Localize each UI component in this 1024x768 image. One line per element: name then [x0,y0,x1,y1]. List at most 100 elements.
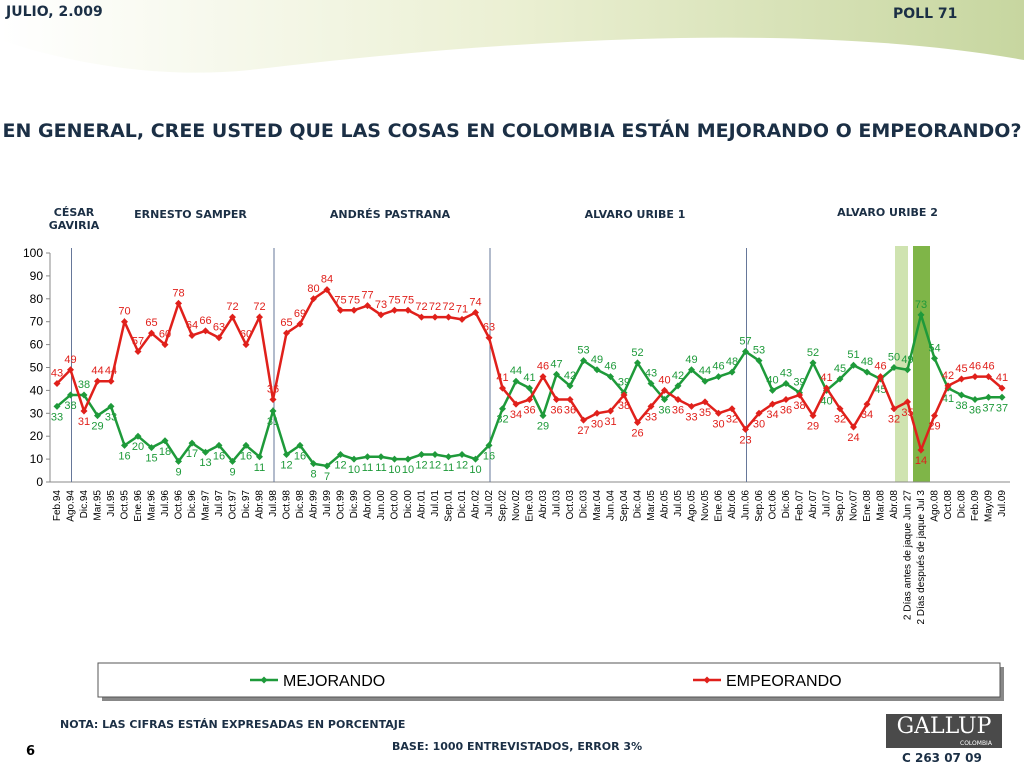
marker [985,373,992,381]
marker [404,306,412,314]
marker [553,370,560,378]
x-tick-label: Mar.04 [592,490,603,521]
marker [94,412,101,420]
data-label: 11 [254,462,265,474]
marker [715,409,722,417]
data-label: 49 [591,354,603,366]
data-label: 63 [213,322,225,334]
data-label: 9 [175,466,181,478]
data-label: 46 [604,361,616,373]
marker [350,306,358,314]
marker [377,453,385,461]
marker [242,341,250,349]
marker [404,455,412,463]
data-label: 29 [91,421,103,433]
data-label: 71 [456,303,468,315]
data-label: 12 [280,460,292,472]
marker [134,432,142,440]
data-label: 10 [402,464,414,476]
data-label: 24 [847,432,859,444]
marker [53,402,61,410]
data-label: 65 [145,317,157,329]
x-tick-label: Oct.97 [228,490,239,520]
x-tick-label: Feb.07 [795,490,806,522]
data-label: 41 [942,393,954,405]
data-label: 60 [159,329,171,341]
marker [175,457,182,465]
data-label: 46 [982,361,994,373]
data-label: 43 [51,368,63,380]
marker [782,380,790,388]
marker [890,364,898,371]
data-label: 72 [442,301,454,313]
legend-label: EMPEORANDO [726,673,842,690]
marker [269,407,277,415]
marker [728,405,736,413]
data-label: 34 [766,409,778,421]
data-label: 60 [240,329,252,341]
marker [512,400,520,408]
x-tick-label: Ene.08 [862,490,873,522]
data-label: 38 [955,400,967,412]
marker [418,451,425,459]
x-tick-label: Nov.07 [849,490,860,521]
y-tick-label: 60 [30,338,44,352]
logo: GALLUP [896,714,992,739]
x-tick-label: Abr.00 [363,490,374,519]
x-tick-label: Abr.07 [808,490,819,519]
marker [661,386,668,394]
marker [296,441,304,449]
data-label: 40 [820,395,832,407]
y-tick-label: 100 [23,246,43,260]
data-label: 13 [199,457,211,469]
marker [742,347,749,355]
highlight-band [895,246,908,482]
legend-label: MEJORANDO [283,673,385,690]
marker [161,341,169,349]
x-tick-label: Mar.95 [93,490,104,521]
data-label: 48 [726,356,738,368]
x-tick-label: Jun.06 [741,490,752,520]
x-tick-label: Dic.96 [187,490,198,519]
code: C 263 07 09 [902,751,982,765]
data-label: 23 [739,434,751,446]
x-tick-label: Jul.05 [673,490,684,517]
data-label: 31 [267,416,279,428]
marker [485,334,493,342]
data-label: 36 [672,405,684,417]
data-label: 73 [375,299,387,311]
marker [67,366,74,374]
data-label: 53 [577,345,589,357]
y-tick-label: 20 [30,429,44,443]
marker [418,313,425,321]
legend-box [97,662,1001,698]
x-tick-label: Jul.96 [160,490,171,517]
data-label: 38 [78,379,90,391]
period-label: ALVARO URIBE 1 [584,208,686,221]
data-label: 84 [321,274,333,286]
data-label: 65 [280,317,292,329]
marker [701,377,709,385]
marker [917,311,925,319]
logo-sub: COLOMBIA [960,740,992,747]
marker [377,311,385,319]
data-label: 20 [132,441,144,453]
data-label: 17 [186,448,198,460]
data-label: 51 [847,349,859,361]
marker [593,366,601,374]
marker [755,409,763,417]
data-label: 44 [91,365,103,377]
marker [985,393,992,401]
x-tick-label: May.09 [984,490,995,522]
marker [229,313,236,321]
marker [107,377,115,385]
data-label: 75 [334,294,346,306]
legend-marker [703,676,711,684]
data-label: 44 [699,365,711,377]
marker [472,455,479,463]
marker [647,380,655,388]
data-label: 49 [64,354,76,366]
x-tick-label: Jul.02 [484,490,495,517]
